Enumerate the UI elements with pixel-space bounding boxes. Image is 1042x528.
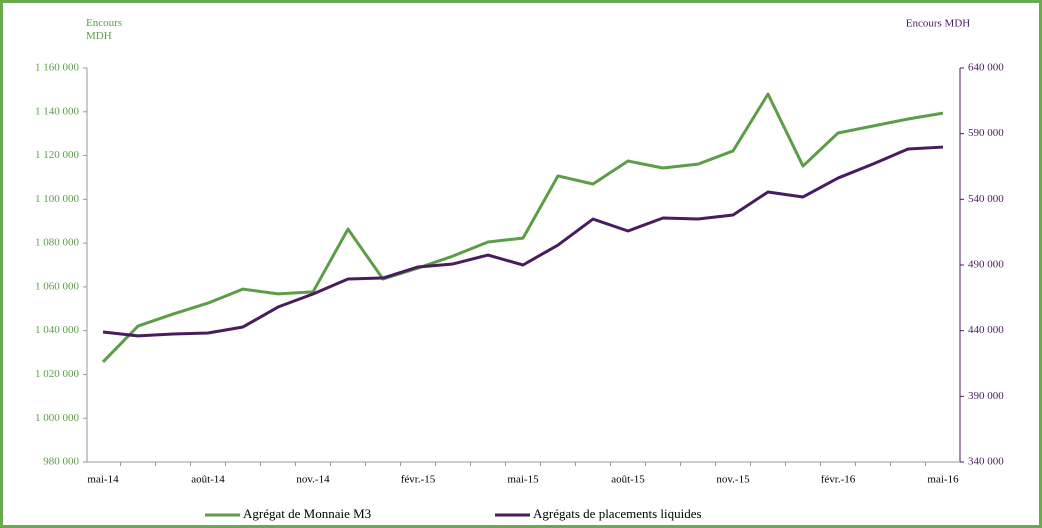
y-tick-label: 1 060 000 — [35, 280, 80, 292]
x-tick-label: mai-14 — [87, 474, 119, 486]
x-tick-label: août-14 — [191, 474, 225, 486]
y-tick-label: 1 120 000 — [35, 149, 80, 161]
x-tick-label: août-15 — [611, 474, 645, 486]
legend-label: Agrégats de placements liquides — [533, 506, 702, 521]
series-line — [102, 145, 944, 338]
y2-tick-label: 340 000 — [968, 456, 1004, 468]
y-tick-label: 1 140 000 — [35, 105, 80, 117]
y2-tick-label: 390 000 — [968, 390, 1004, 402]
x-tick-label: févr.-15 — [401, 474, 436, 486]
x-tick-label: nov.-15 — [716, 474, 750, 486]
y-tick-label: 1 100 000 — [35, 193, 80, 205]
series-line — [101, 92, 944, 364]
y2-tick-label: 490 000 — [968, 259, 1004, 271]
y2-tick-label: 640 000 — [968, 62, 1004, 74]
y2-title: Encours MDH — [906, 18, 971, 30]
y-title: Encours MDH — [86, 17, 123, 42]
y-tick-label: 1 160 000 — [35, 62, 80, 74]
y-tick-label: 1 000 000 — [35, 412, 80, 424]
y2-tick-label: 590 000 — [968, 127, 1004, 139]
y2-tick-label: 440 000 — [968, 324, 1004, 336]
y-tick-label: 980 000 — [43, 456, 79, 468]
y-tick-label: 1 020 000 — [35, 368, 80, 380]
x-tick-label: févr.-16 — [821, 474, 856, 486]
legend-label: Agrégat de Monnaie M3 — [243, 506, 371, 521]
x-tick-label: nov.-14 — [296, 474, 330, 486]
x-tick-label: mai-16 — [927, 474, 959, 486]
x-tick-label: mai-15 — [507, 474, 539, 486]
y2-tick-label: 540 000 — [968, 193, 1004, 205]
y-tick-label: 1 080 000 — [35, 237, 80, 249]
y-tick-label: 1 040 000 — [35, 324, 80, 336]
